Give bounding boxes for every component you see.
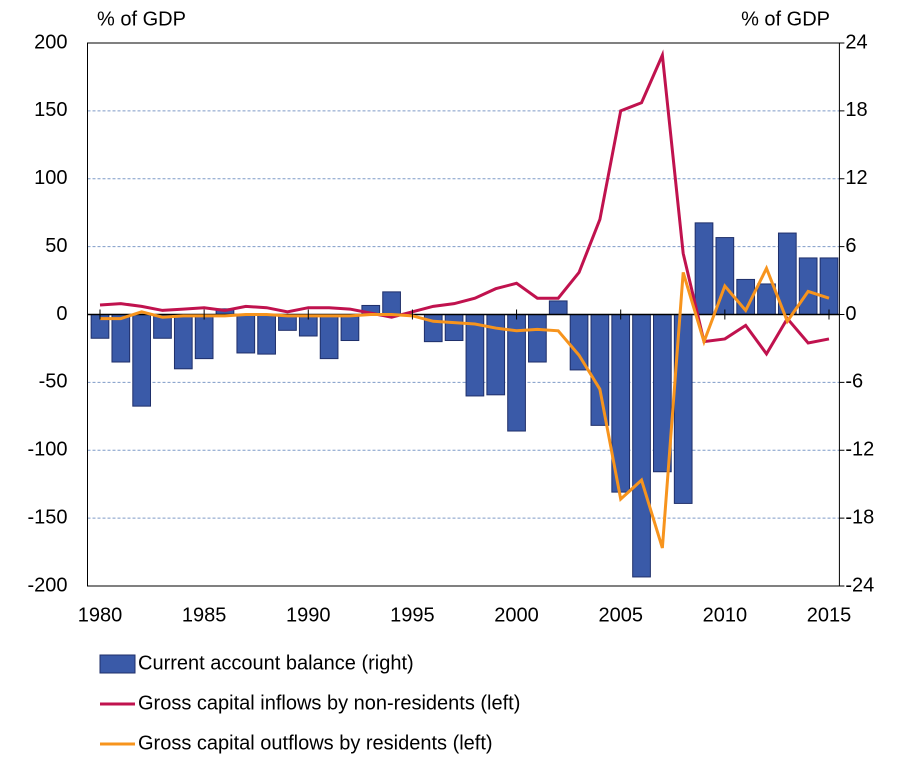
y-tick-label: 150 (34, 99, 67, 121)
bar (382, 291, 401, 315)
y-tick-label: 100 (34, 167, 67, 189)
y2-tick-label: 0 (845, 303, 856, 325)
bar (319, 314, 339, 360)
bar (194, 314, 214, 360)
y-tick-label: 0 (56, 303, 67, 325)
x-tick-label: 2010 (703, 604, 748, 626)
y2-axis-label: % of GDP (741, 8, 830, 30)
bar (257, 314, 276, 355)
plot-border (87, 42, 840, 587)
bar (528, 314, 547, 363)
bar (548, 300, 568, 315)
x-tick-label: 2005 (598, 604, 643, 626)
y-axis-label: % of GDP (97, 8, 186, 30)
legend-swatch (99, 654, 136, 674)
y-tick-label: -50 (39, 371, 68, 393)
bar (819, 257, 839, 315)
x-tick-label: 1990 (286, 604, 331, 626)
y2-tick-label: 6 (845, 235, 856, 257)
line-series (99, 264, 830, 549)
legend-label: Gross capital inflows by non-residents (… (138, 692, 520, 714)
x-tick-label: 2015 (807, 604, 852, 626)
bar (236, 314, 256, 354)
bar (173, 314, 193, 370)
y-tick-label: 200 (34, 31, 67, 53)
legend-label: Gross capital outflows by residents (lef… (138, 732, 493, 754)
y2-tick-label: 12 (845, 167, 867, 189)
y2-tick-label: -12 (845, 439, 874, 461)
bar (444, 314, 464, 342)
y2-tick-label: 24 (845, 31, 867, 53)
y2-tick-label: -24 (845, 574, 874, 596)
bar (632, 314, 651, 578)
y2-tick-label: -18 (845, 506, 874, 528)
y2-tick-label: -6 (845, 371, 863, 393)
y-tick-label: 50 (45, 235, 67, 257)
x-tick-label: 1995 (390, 604, 435, 626)
x-tick-label: 1980 (78, 604, 123, 626)
y-tick-label: -200 (27, 574, 67, 596)
bar (757, 283, 776, 315)
bar (694, 222, 714, 315)
bar (132, 314, 152, 407)
legend-label: Current account balance (right) (138, 652, 414, 674)
bar (111, 314, 131, 363)
line-series (99, 49, 830, 357)
bar (798, 257, 818, 315)
bar (340, 314, 360, 342)
y-tick-label: -150 (27, 506, 67, 528)
y2-tick-label: 18 (845, 99, 867, 121)
bar (590, 314, 610, 426)
y-tick-label: -100 (27, 439, 67, 461)
x-tick-label: 2000 (494, 604, 539, 626)
x-tick-label: 1985 (182, 604, 227, 626)
bar (569, 314, 589, 371)
